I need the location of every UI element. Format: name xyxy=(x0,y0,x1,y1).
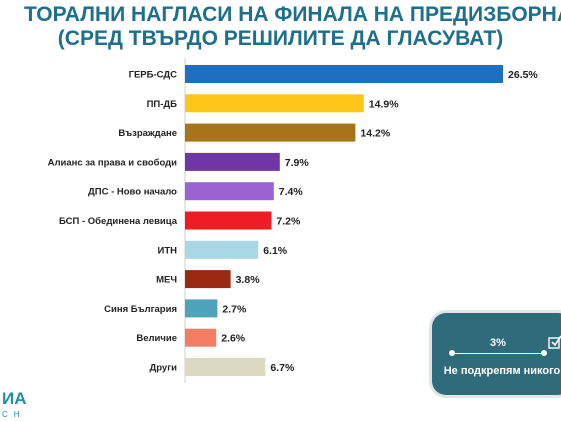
value-label: 14.9% xyxy=(369,98,399,110)
bar xyxy=(185,328,217,347)
category-label: Синя България xyxy=(104,304,177,315)
value-label: 6.1% xyxy=(263,245,288,257)
bar xyxy=(185,240,259,259)
category-label: БСП - Обединена левица xyxy=(59,216,178,227)
callout-rule xyxy=(452,353,544,354)
value-label: 6.7% xyxy=(270,362,295,374)
bar xyxy=(185,182,274,201)
bar xyxy=(185,65,503,83)
category-label: Величие xyxy=(136,333,177,344)
category-label: Възраждане xyxy=(118,128,177,139)
category-label: ГЕРБ-СДС xyxy=(129,70,178,81)
value-label: 2.7% xyxy=(222,303,247,315)
value-label: 3.8% xyxy=(236,274,261,286)
svg-text:СН: СН xyxy=(2,410,26,419)
chart-title: ТОРАЛНИ НАГЛАСИ НА ФИНАЛА НА ПРЕДИЗБОРНА… xyxy=(0,2,561,54)
callout-rule-dot-left xyxy=(449,350,455,356)
bar xyxy=(185,94,364,113)
category-label: Алианс за права и свободи xyxy=(48,157,178,168)
value-label: 2.6% xyxy=(221,333,246,345)
undecided-callout: 3% Не подкрепям никого xyxy=(432,313,561,395)
callout-rule-dot-right xyxy=(541,350,547,356)
category-label: МЕЧ xyxy=(156,275,177,286)
brand-logo: ИА СН xyxy=(0,382,34,421)
checkbox-icon xyxy=(548,335,561,349)
bar xyxy=(185,270,231,289)
bar xyxy=(185,152,280,171)
callout-label: Не подкрепям никого xyxy=(443,365,561,377)
bar-chart: ГЕРБ-СДС 26.5% ПП-ДБ 14.9% Възраждане 14.2% Ал… xyxy=(48,58,538,383)
value-label: 26.5% xyxy=(508,69,538,81)
value-label: 7.2% xyxy=(276,216,301,228)
chart-title-line2: (СРЕД ТВЪРДО РЕШИЛИТЕ ДА ГЛАСУВАТ) xyxy=(57,27,504,50)
category-label: Други xyxy=(149,363,177,374)
category-label: ИТН xyxy=(158,245,178,256)
callout-value: 3% xyxy=(490,337,506,349)
value-label: 14.2% xyxy=(360,128,390,140)
bar xyxy=(185,123,356,142)
bar xyxy=(185,299,218,318)
category-label: ПП-ДБ xyxy=(147,99,178,110)
value-label: 7.9% xyxy=(285,157,310,169)
bar xyxy=(185,211,272,230)
value-label: 7.4% xyxy=(279,186,304,198)
category-label: ДПС - Ново начало xyxy=(88,187,177,198)
chart-title-line1: ТОРАЛНИ НАГЛАСИ НА ФИНАЛА НА ПРЕДИЗБОРНА… xyxy=(24,3,561,26)
bar xyxy=(185,358,266,376)
svg-text:ИА: ИА xyxy=(2,389,27,408)
